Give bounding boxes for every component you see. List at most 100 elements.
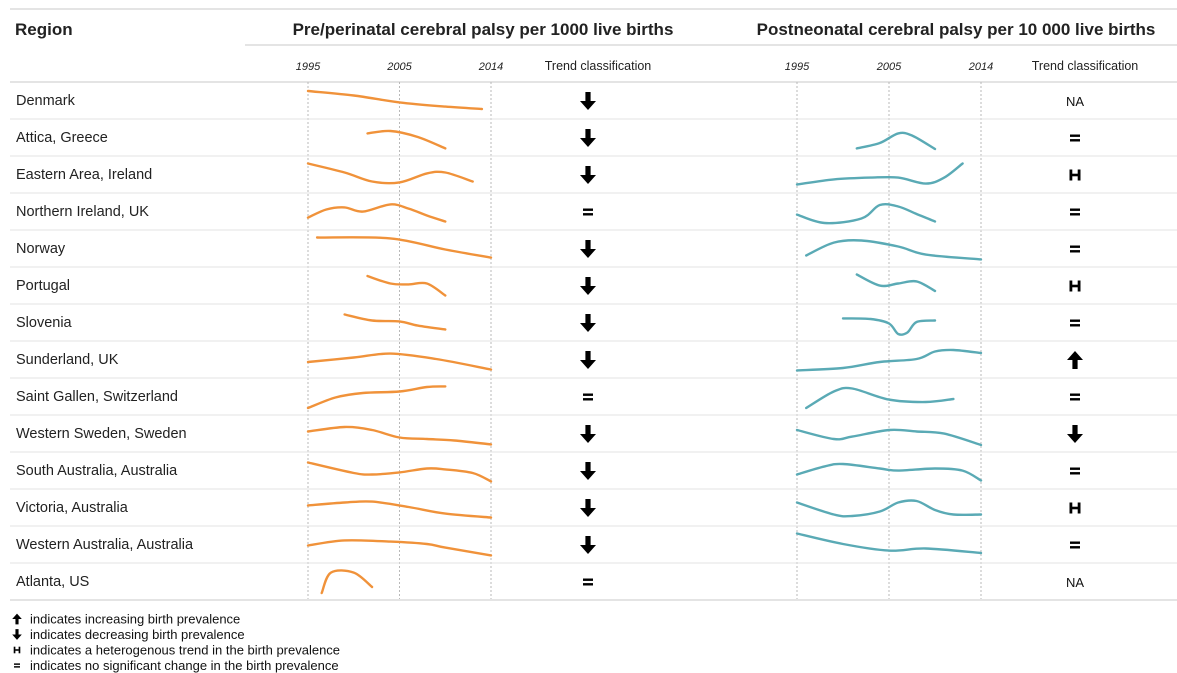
legend-item: indicates a heterogenous trend in the bi… [13, 643, 340, 658]
post-trend-line [795, 499, 983, 518]
region-label: Sunderland, UK [16, 352, 119, 368]
legend: indicates increasing birth prevalenceind… [12, 612, 340, 673]
post-trend-line [841, 317, 937, 336]
region-rows: Denmark NA Attica, Greece Eastern Area, Ire… [10, 89, 1177, 595]
legend-symbol [14, 663, 20, 668]
x-tick-post-2014: 2014 [968, 61, 993, 73]
legend-label: indicates no significant change in the b… [30, 658, 339, 673]
region-label: Eastern Area, Ireland [16, 167, 152, 183]
region-label: South Australia, Australia [16, 463, 178, 479]
pre-trend-symbol [583, 208, 593, 216]
pre-trend-symbol [580, 536, 596, 554]
pre-trend-symbol [580, 277, 596, 295]
post-trend-symbol: NA [1066, 575, 1084, 590]
region-label: Northern Ireland, UK [16, 204, 149, 220]
post-trend-symbol [1067, 425, 1083, 443]
pre-trend-symbol [580, 499, 596, 517]
x-tick-pre-2014: 2014 [478, 61, 503, 73]
post-trend-symbol [1069, 502, 1081, 514]
x-tick-post-1995: 1995 [785, 61, 810, 73]
pre-trend-line [306, 89, 484, 111]
post-trend-line [795, 428, 983, 447]
x-tick-pre-2005: 2005 [386, 61, 412, 73]
pre-trend-line [306, 352, 493, 371]
pre-trend-line [306, 461, 493, 483]
region-row: Slovenia [10, 313, 1177, 342]
pre-trend-line [306, 385, 447, 410]
pre-trend-symbol [580, 92, 596, 110]
legend-label: indicates decreasing birth prevalence [30, 627, 245, 642]
pre-trend-symbol [583, 393, 593, 401]
x-tick-pre-1995: 1995 [296, 61, 321, 73]
region-label: Attica, Greece [16, 130, 108, 146]
pre-trend-line [315, 236, 493, 259]
post-trend-symbol [1070, 245, 1080, 253]
post-trend-line [855, 131, 937, 151]
pre-trend-line [306, 539, 493, 557]
region-header: Region [15, 20, 73, 39]
pre-trend-line [366, 274, 447, 297]
post-trend-symbol [1067, 351, 1083, 369]
pre-trend-line [366, 129, 447, 150]
region-label: Slovenia [16, 315, 73, 331]
pre-trend-symbol [580, 462, 596, 480]
pre-trend-symbol [580, 351, 596, 369]
pre-trend-symbol [580, 166, 596, 184]
region-row: Victoria, Australia [10, 499, 1177, 527]
pre-trend-line [306, 162, 474, 185]
post-trend-line [795, 348, 983, 372]
post-trend-symbol [1069, 280, 1081, 292]
trend-column-header-right: Trend classification [1032, 59, 1139, 73]
panel-left-title: Pre/perinatal cerebral palsy per 1000 li… [293, 20, 674, 39]
region-label: Saint Gallen, Switzerland [16, 389, 178, 405]
post-trend-symbol: NA [1066, 94, 1084, 109]
region-row: Western Australia, Australia [10, 532, 1177, 564]
region-row: Sunderland, UK [10, 348, 1177, 379]
pre-trend-line [306, 203, 447, 223]
region-row: Northern Ireland, UK [10, 202, 1177, 231]
region-row: Norway [10, 236, 1177, 268]
region-label: Atlanta, US [16, 574, 89, 590]
pre-trend-symbol [580, 425, 596, 443]
trend-column-header-left: Trend classification [545, 59, 652, 73]
post-trend-symbol [1070, 467, 1080, 475]
pre-trend-symbol [580, 129, 596, 147]
region-row: Portugal [10, 273, 1177, 305]
legend-symbol [13, 646, 21, 654]
legend-label: indicates increasing birth prevalence [30, 612, 240, 627]
pre-trend-line [320, 569, 374, 595]
region-row: Attica, Greece [10, 129, 1177, 157]
post-trend-line [795, 532, 983, 555]
x-tick-labels: 1995 2005 2014 1995 2005 2014 [296, 61, 993, 73]
region-row: Atlanta, US NA [16, 569, 1084, 595]
legend-item: indicates increasing birth prevalence [12, 612, 240, 627]
pre-trend-line [343, 313, 447, 331]
region-label: Denmark [16, 93, 76, 109]
post-trend-line [805, 386, 955, 410]
x-tick-post-2005: 2005 [876, 61, 902, 73]
post-trend-line [855, 273, 937, 293]
region-row: Denmark NA [10, 89, 1177, 120]
pre-trend-symbol [583, 578, 593, 586]
region-row: Eastern Area, Ireland [10, 162, 1177, 194]
post-trend-symbol [1070, 541, 1080, 549]
post-trend-symbol [1070, 208, 1080, 216]
legend-item: indicates no significant change in the b… [14, 658, 339, 673]
region-label: Western Sweden, Sweden [16, 426, 187, 442]
post-trend-line [805, 238, 983, 261]
pre-trend-line [306, 500, 493, 519]
region-row: Saint Gallen, Switzerland [10, 385, 1177, 416]
region-row: South Australia, Australia [10, 461, 1177, 490]
pre-trend-symbol [580, 240, 596, 258]
legend-item: indicates decreasing birth prevalence [12, 627, 245, 642]
legend-label: indicates a heterogenous trend in the bi… [30, 643, 340, 658]
post-trend-symbol [1070, 319, 1080, 327]
region-label: Portugal [16, 278, 70, 294]
post-trend-symbol [1069, 169, 1081, 181]
post-trend-symbol [1070, 134, 1080, 142]
post-trend-line [795, 462, 983, 482]
pre-trend-line [306, 425, 493, 446]
panel-right-title: Postneonatal cerebral palsy per 10 000 l… [757, 20, 1156, 39]
post-trend-line [795, 202, 937, 225]
